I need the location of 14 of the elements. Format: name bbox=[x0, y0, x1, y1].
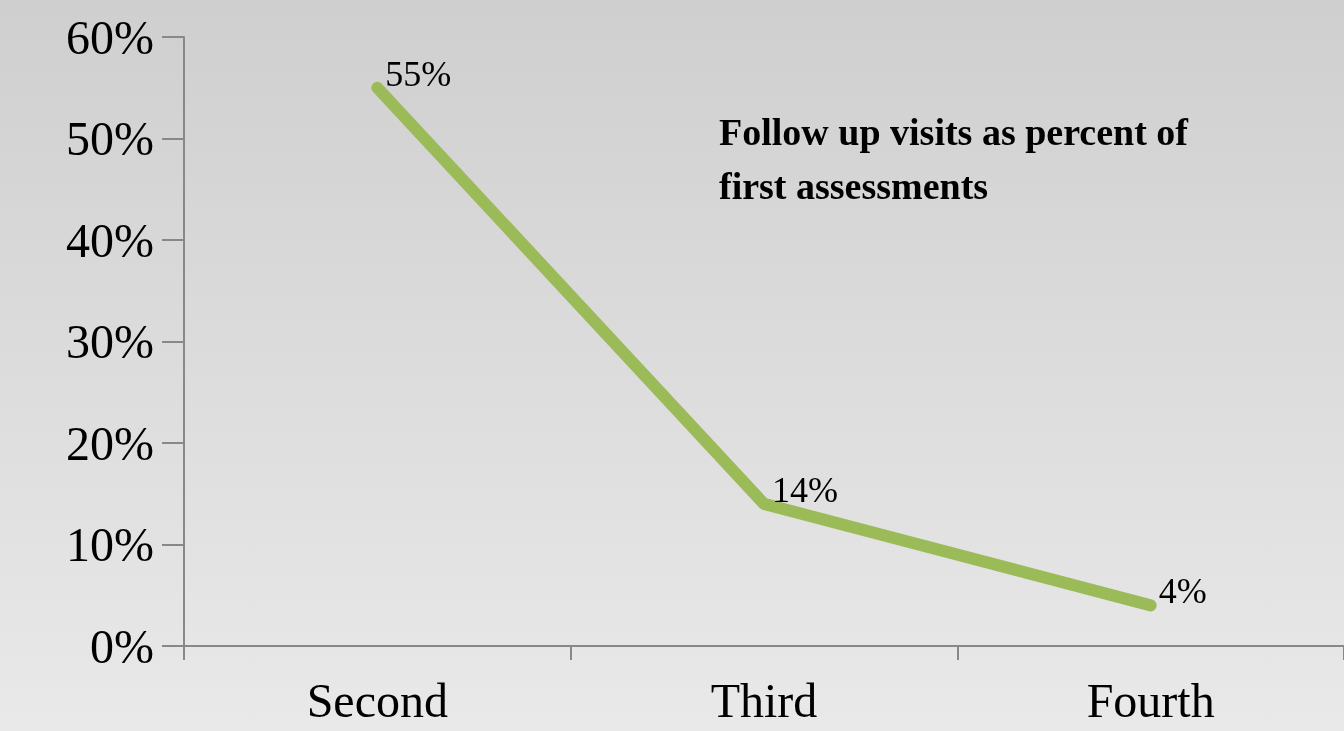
x-tick-label: Fourth bbox=[1086, 673, 1215, 727]
data-label: 4% bbox=[1158, 571, 1207, 612]
y-tick-label: 60% bbox=[66, 10, 154, 64]
y-tick-label: 40% bbox=[66, 213, 154, 267]
y-tick-label: 50% bbox=[66, 112, 154, 165]
x-tick-label: Third bbox=[710, 673, 818, 727]
y-tick-label: 10% bbox=[66, 518, 154, 571]
data-label: 55% bbox=[385, 53, 452, 94]
y-tick-label: 0% bbox=[90, 619, 154, 673]
y-tick-label: 20% bbox=[66, 416, 154, 470]
text: Follow up visits as percent of first assessments bbox=[719, 111, 1198, 207]
data-label: 14% bbox=[772, 469, 838, 510]
x-tick-label: Second bbox=[306, 673, 448, 727]
y-tick-label: 30% bbox=[66, 315, 154, 368]
